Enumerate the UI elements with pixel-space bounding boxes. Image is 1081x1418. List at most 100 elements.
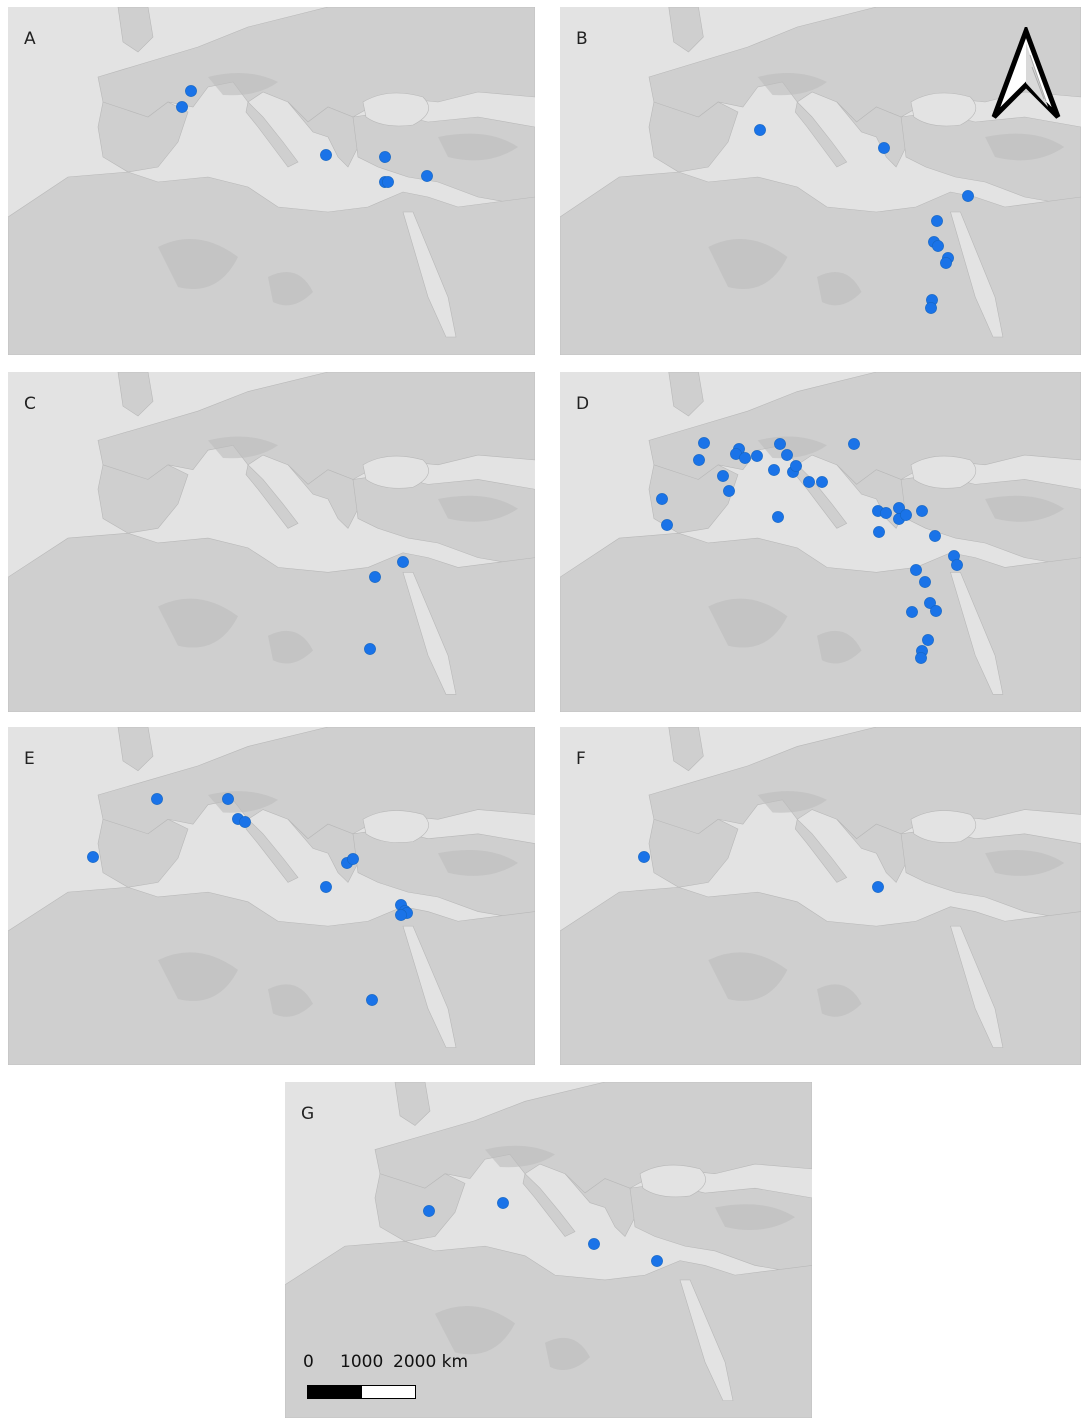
occurrence-point xyxy=(929,530,941,542)
map-panel-g: G 0 1000 2000 km xyxy=(285,1082,812,1418)
inland-sea xyxy=(950,571,1004,695)
basemap xyxy=(560,7,1081,355)
land-area xyxy=(287,464,359,529)
occurrence-point xyxy=(932,240,944,252)
inland-sea xyxy=(950,211,1004,338)
panel-label: F xyxy=(576,749,586,769)
occurrence-point xyxy=(754,124,766,136)
highland-shading xyxy=(757,73,827,96)
occurrence-point xyxy=(925,302,937,314)
land-area xyxy=(564,1173,636,1237)
occurrence-point xyxy=(772,511,784,523)
occurrence-point xyxy=(915,652,927,664)
highland-shading xyxy=(817,984,862,1017)
land-area xyxy=(374,1173,466,1242)
occurrence-point xyxy=(698,437,710,449)
panel-label: B xyxy=(576,29,588,49)
occurrence-point xyxy=(940,257,952,269)
panel-label: E xyxy=(24,749,35,769)
land-area xyxy=(560,171,1081,355)
basemap xyxy=(560,727,1081,1065)
inland-sea xyxy=(402,211,457,338)
highland-shading xyxy=(985,495,1065,522)
occurrence-point xyxy=(916,505,928,517)
occurrence-point xyxy=(185,85,197,97)
land-area xyxy=(245,101,299,168)
inland-sea xyxy=(679,1279,734,1401)
occurrence-point xyxy=(421,170,433,182)
occurrence-point xyxy=(87,851,99,863)
occurrence-point xyxy=(910,564,922,576)
occurrence-point xyxy=(922,634,934,646)
highland-shading xyxy=(435,1306,515,1355)
occurrence-point xyxy=(176,101,188,113)
occurrence-point xyxy=(320,149,332,161)
occurrence-point xyxy=(638,851,650,863)
land-area xyxy=(8,171,535,355)
occurrence-point xyxy=(872,881,884,893)
land-area xyxy=(8,886,535,1065)
map-panel-e: E xyxy=(8,727,535,1065)
map-panel-b: B xyxy=(560,7,1081,355)
highland-shading xyxy=(268,984,313,1017)
occurrence-point xyxy=(848,438,860,450)
land-area xyxy=(648,101,739,173)
occurrence-point xyxy=(816,476,828,488)
land-area xyxy=(245,818,299,883)
land-area xyxy=(648,464,739,534)
inland-sea xyxy=(910,92,977,127)
basemap xyxy=(8,372,535,712)
scale-bar-mid: 1000 xyxy=(340,1352,384,1372)
occurrence-point xyxy=(366,994,378,1006)
occurrence-point xyxy=(151,793,163,805)
occurrence-point xyxy=(873,526,885,538)
basemap xyxy=(560,372,1081,712)
inland-sea xyxy=(362,92,429,127)
occurrence-point xyxy=(369,571,381,583)
scale-bar-zero: 0 xyxy=(303,1352,314,1372)
highland-shading xyxy=(985,133,1065,161)
inland-sea xyxy=(362,455,429,489)
occurrence-point xyxy=(880,507,892,519)
panel-label: D xyxy=(576,394,590,414)
basemap xyxy=(8,727,535,1065)
occurrence-point xyxy=(751,450,763,462)
north-arrow-icon xyxy=(991,27,1061,119)
occurrence-point xyxy=(803,476,815,488)
occurrence-point xyxy=(222,793,234,805)
occurrence-point xyxy=(717,470,729,482)
land-area xyxy=(648,818,739,888)
occurrence-point xyxy=(919,576,931,588)
occurrence-point xyxy=(320,881,332,893)
highland-shading xyxy=(268,630,313,664)
highland-shading xyxy=(208,73,278,96)
highland-shading xyxy=(208,436,278,459)
occurrence-point xyxy=(397,556,409,568)
highland-shading xyxy=(438,133,518,161)
occurrence-point xyxy=(379,151,391,163)
occurrence-point xyxy=(497,1197,509,1209)
highland-shading xyxy=(268,272,313,306)
panel-label: G xyxy=(301,1104,315,1124)
highland-shading xyxy=(438,495,518,522)
inland-sea xyxy=(639,1164,706,1198)
inland-sea xyxy=(402,925,457,1048)
occurrence-point xyxy=(423,1205,435,1217)
occurrence-point xyxy=(878,142,890,154)
highland-shading xyxy=(485,1145,555,1168)
occurrence-point xyxy=(382,176,394,188)
highland-shading xyxy=(545,1337,590,1371)
occurrence-point xyxy=(347,853,359,865)
occurrence-point xyxy=(239,816,251,828)
land-area xyxy=(668,727,704,772)
scale-bar xyxy=(307,1385,416,1399)
map-panel-c: C xyxy=(8,372,535,712)
inland-sea xyxy=(950,925,1004,1048)
inland-sea xyxy=(910,810,977,843)
land-area xyxy=(287,819,359,883)
land-area xyxy=(245,464,299,529)
highland-shading xyxy=(715,1204,795,1231)
land-area xyxy=(394,1082,431,1126)
occurrence-point xyxy=(656,493,668,505)
occurrence-point xyxy=(924,597,936,609)
